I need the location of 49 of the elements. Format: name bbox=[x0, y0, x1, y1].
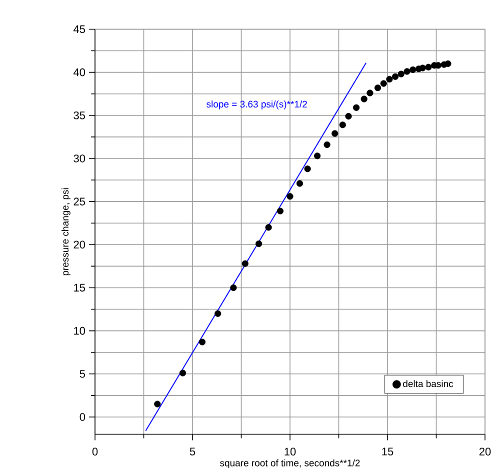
point bbox=[410, 66, 416, 74]
y-tick-label: 20 bbox=[74, 240, 86, 249]
point bbox=[179, 370, 186, 376]
point bbox=[296, 180, 304, 187]
point bbox=[374, 84, 382, 92]
point bbox=[198, 338, 206, 346]
point bbox=[386, 76, 393, 82]
point bbox=[380, 80, 387, 87]
point bbox=[404, 68, 410, 75]
point bbox=[286, 193, 294, 200]
point bbox=[230, 284, 237, 292]
point bbox=[360, 96, 368, 102]
legend-label: delta basinc bbox=[403, 380, 454, 388]
point bbox=[304, 166, 311, 172]
point bbox=[392, 73, 399, 80]
x-tick-label: 5 bbox=[190, 448, 196, 456]
x-tick-label: 0 bbox=[92, 448, 98, 456]
y-tick-label: 40 bbox=[74, 68, 86, 76]
y-tick-label: 35 bbox=[74, 111, 86, 120]
point bbox=[419, 64, 426, 72]
y-tick-label: 30 bbox=[74, 154, 86, 162]
point bbox=[276, 208, 284, 214]
x-tick-label: 15 bbox=[382, 448, 394, 456]
y-tick-label: 0 bbox=[80, 413, 86, 421]
y-tick-label: 10 bbox=[74, 326, 86, 335]
point bbox=[314, 152, 321, 160]
y-tick-label: 15 bbox=[74, 284, 86, 292]
annotation: slope = 3.63 psi/(s)**1/2 bbox=[206, 100, 307, 110]
point bbox=[256, 240, 262, 248]
x-tick-label: 20 bbox=[479, 448, 491, 456]
point bbox=[366, 90, 374, 96]
y-tick-label: 5 bbox=[80, 370, 86, 378]
y-tick-label: 45 bbox=[74, 25, 86, 34]
point bbox=[353, 104, 360, 111]
point bbox=[339, 122, 346, 128]
point bbox=[345, 112, 352, 120]
point bbox=[154, 400, 161, 408]
y-tick-label: 25 bbox=[74, 198, 86, 206]
point bbox=[265, 224, 272, 231]
y-axis-title: pressure change, psi bbox=[62, 188, 70, 276]
point bbox=[425, 64, 432, 70]
point bbox=[332, 130, 338, 137]
point bbox=[242, 260, 248, 267]
point bbox=[324, 141, 330, 148]
x-tick-label: 10 bbox=[284, 448, 296, 456]
point bbox=[214, 310, 222, 317]
point bbox=[444, 60, 452, 67]
point bbox=[398, 70, 404, 78]
x-axis-title: square root of time, seconds**1/2 bbox=[220, 459, 360, 468]
